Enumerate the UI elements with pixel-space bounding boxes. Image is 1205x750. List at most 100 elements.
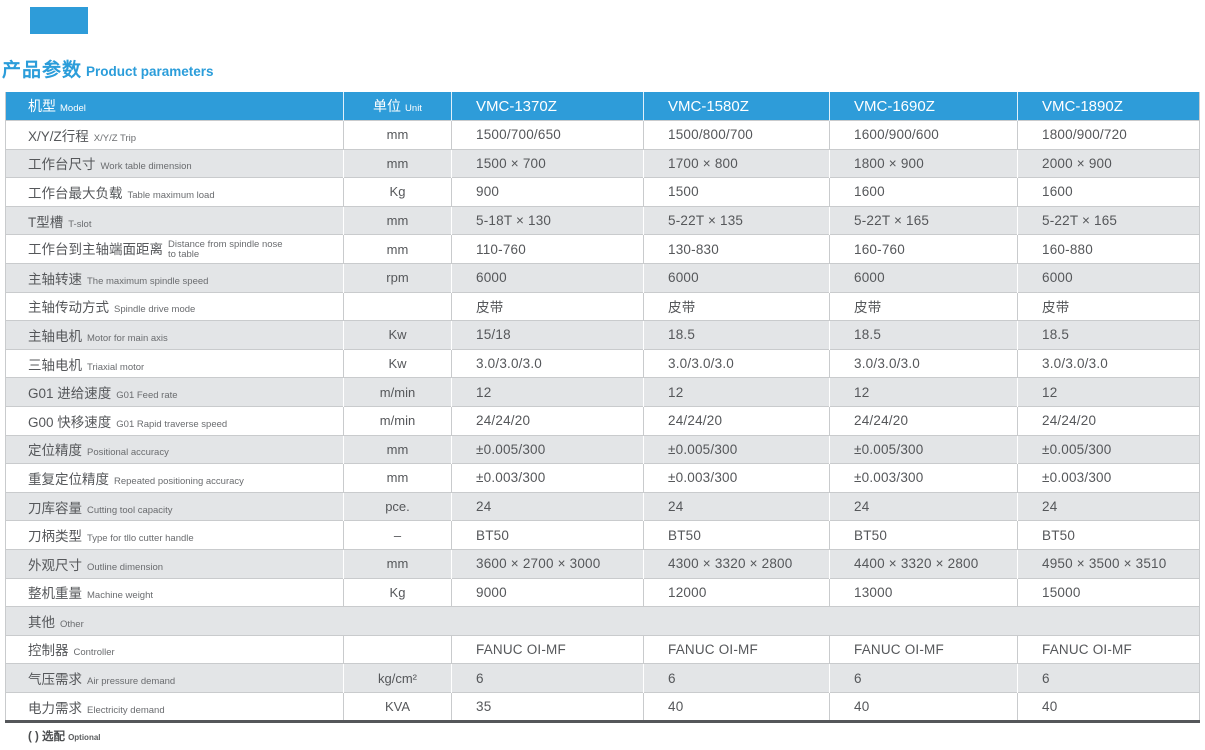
value-cell-VMC-1580Z: 皮带 bbox=[643, 291, 830, 321]
value-cell-VMC-1890Z: 1600 bbox=[1017, 177, 1200, 207]
param-name-en: G01 Rapid traverse speed bbox=[116, 418, 228, 430]
param-name-zh: G01 进给速度 bbox=[28, 386, 112, 402]
param-name-zh: T型槽 bbox=[28, 214, 64, 230]
header-model-2: VMC-1580Z bbox=[643, 92, 830, 121]
param-name-zh: 其他 bbox=[28, 614, 55, 630]
value-cell-VMC-1890Z: BT50 bbox=[1017, 520, 1200, 550]
param-name-en: The maximum spindle speed bbox=[87, 275, 209, 287]
param-name-en: Electricity demand bbox=[87, 704, 165, 716]
value-cell-VMC-1370Z: 24 bbox=[451, 491, 644, 521]
header-model-en: Model bbox=[60, 103, 86, 114]
param-name-zh: G00 快移速度 bbox=[28, 414, 112, 430]
value-cell-VMC-1690Z: ±0.003/300 bbox=[829, 463, 1018, 493]
table-row: 工作台最大负载 Table maximum load Kg 900 1500 1600 16… bbox=[5, 177, 1200, 207]
param-name-zh: 整机重量 bbox=[28, 586, 82, 602]
value-cell-VMC-1580Z: 130-830 bbox=[643, 234, 830, 264]
param-name-zh: 工作台到主轴端面距离 bbox=[28, 241, 163, 257]
table-row: X/Y/Z行程 X/Y/Z Trip mm 1500/700/650 1500/800/… bbox=[5, 120, 1200, 150]
value-cell-VMC-1370Z: 3600 × 2700 × 3000 bbox=[451, 548, 644, 578]
header-model-4: VMC-1890Z bbox=[1017, 92, 1200, 121]
param-name-zh: 工作台尺寸 bbox=[28, 157, 96, 173]
param-cell: 定位精度 Positional accuracy bbox=[5, 434, 344, 464]
param-cell: 刀库容量 Cutting tool capacity bbox=[5, 491, 344, 521]
value-cell-VMC-1890Z: ±0.003/300 bbox=[1017, 463, 1200, 493]
unit-cell: Kw bbox=[343, 348, 452, 378]
value-cell-VMC-1370Z: 15/18 bbox=[451, 320, 644, 350]
param-cell: X/Y/Z行程 X/Y/Z Trip bbox=[5, 120, 344, 150]
value-cell-VMC-1890Z: 24/24/20 bbox=[1017, 405, 1200, 436]
value-cell-VMC-1580Z: 6 bbox=[643, 663, 830, 693]
param-name-zh: 三轴电机 bbox=[28, 357, 82, 373]
value-cell-VMC-1890Z: 12 bbox=[1017, 377, 1200, 407]
value-cell-VMC-1690Z: 3.0/3.0/3.0 bbox=[829, 348, 1018, 378]
page-corner-marker bbox=[30, 7, 88, 34]
value-cell-VMC-1370Z: 6 bbox=[451, 663, 644, 693]
table-header-row: 机型 Model 单位 Unit VMC-1370Z VMC-1580Z VMC-169… bbox=[5, 92, 1200, 121]
value-cell-VMC-1690Z: 6000 bbox=[829, 262, 1018, 293]
header-unit: 单位 Unit bbox=[343, 92, 452, 121]
table-row: 主轴电机 Motor for main axis Kw 15/18 18.5 18.5 18… bbox=[5, 320, 1200, 350]
value-cell-VMC-1370Z: 6000 bbox=[451, 262, 644, 293]
value-cell-VMC-1370Z: 1500/700/650 bbox=[451, 120, 644, 150]
page-title-en: Product parameters bbox=[86, 64, 214, 79]
value-cell-VMC-1690Z: 5-22T × 165 bbox=[829, 205, 1018, 235]
value-cell-VMC-1690Z: ±0.005/300 bbox=[829, 434, 1018, 464]
value-cell-VMC-1690Z: 24 bbox=[829, 491, 1018, 521]
value-cell-VMC-1690Z: 12 bbox=[829, 377, 1018, 407]
value-cell-VMC-1370Z: 35 bbox=[451, 691, 644, 722]
value-cell-VMC-1580Z: 1700 × 800 bbox=[643, 148, 830, 178]
footnote: ( ) 选配 Optional bbox=[28, 727, 101, 745]
unit-cell: mm bbox=[343, 148, 452, 178]
value-cell-VMC-1370Z: ±0.005/300 bbox=[451, 434, 644, 464]
value-cell-VMC-1890Z: 4950 × 3500 × 3510 bbox=[1017, 548, 1200, 578]
value-cell-VMC-1370Z: 1500 × 700 bbox=[451, 148, 644, 178]
value-cell-VMC-1580Z: 18.5 bbox=[643, 320, 830, 350]
param-name-en: Table maximum load bbox=[127, 189, 215, 201]
param-cell: 主轴转速 The maximum spindle speed bbox=[5, 262, 344, 293]
param-cell: 工作台最大负载 Table maximum load bbox=[5, 177, 344, 207]
unit-cell: Kg bbox=[343, 177, 452, 207]
unit-cell: rpm bbox=[343, 262, 452, 293]
value-cell-VMC-1370Z: 110-760 bbox=[451, 234, 644, 264]
value-cell-VMC-1890Z: 18.5 bbox=[1017, 320, 1200, 350]
value-cell-VMC-1580Z: ±0.005/300 bbox=[643, 434, 830, 464]
table-row: 电力需求 Electricity demand KVA 35 40 40 40 bbox=[5, 691, 1200, 722]
value-cell-VMC-1890Z: ±0.005/300 bbox=[1017, 434, 1200, 464]
section-label-cell: 其他 Other bbox=[5, 606, 1200, 636]
value-cell-VMC-1690Z: 1600/900/600 bbox=[829, 120, 1018, 150]
table-row: 控制器 Controller FANUC OI-MF FANUC OI-MF FANUC… bbox=[5, 634, 1200, 664]
value-cell-VMC-1690Z: 皮带 bbox=[829, 291, 1018, 321]
unit-cell: mm bbox=[343, 120, 452, 150]
product-parameters-table: 机型 Model 单位 Unit VMC-1370Z VMC-1580Z VMC-169… bbox=[5, 92, 1200, 724]
table-row: T型槽 T-slot mm 5-18T × 130 5-22T × 135 5-22T ×… bbox=[5, 205, 1200, 235]
value-cell-VMC-1370Z: ±0.003/300 bbox=[451, 463, 644, 493]
value-cell-VMC-1580Z: FANUC OI-MF bbox=[643, 634, 830, 664]
table-row: 外观尺寸 Outline dimension mm 3600 × 2700 × 300… bbox=[5, 548, 1200, 578]
param-name-zh: 主轴电机 bbox=[28, 328, 82, 344]
value-cell-VMC-1580Z: 12 bbox=[643, 377, 830, 407]
table-row: G01 进给速度 G01 Feed rate m/min 12 12 12 12 bbox=[5, 377, 1200, 407]
unit-cell bbox=[343, 291, 452, 321]
unit-cell: – bbox=[343, 520, 452, 550]
value-cell-VMC-1580Z: 1500 bbox=[643, 177, 830, 207]
value-cell-VMC-1580Z: 40 bbox=[643, 691, 830, 722]
value-cell-VMC-1890Z: 6000 bbox=[1017, 262, 1200, 293]
value-cell-VMC-1580Z: 6000 bbox=[643, 262, 830, 293]
value-cell-VMC-1890Z: 1800/900/720 bbox=[1017, 120, 1200, 150]
unit-cell: kg/cm² bbox=[343, 663, 452, 693]
header-unit-en: Unit bbox=[405, 103, 422, 114]
table-row: G00 快移速度 G01 Rapid traverse speed m/min 24/… bbox=[5, 405, 1200, 436]
value-cell-VMC-1890Z: 15000 bbox=[1017, 577, 1200, 607]
value-cell-VMC-1370Z: BT50 bbox=[451, 520, 644, 550]
value-cell-VMC-1690Z: 13000 bbox=[829, 577, 1018, 607]
value-cell-VMC-1690Z: FANUC OI-MF bbox=[829, 634, 1018, 664]
param-name-en: Repeated positioning accuracy bbox=[114, 475, 244, 487]
section-row: 其他 Other bbox=[5, 606, 1200, 636]
param-cell: 外观尺寸 Outline dimension bbox=[5, 548, 344, 578]
unit-cell: mm bbox=[343, 234, 452, 264]
param-name-zh: 重复定位精度 bbox=[28, 471, 109, 487]
value-cell-VMC-1690Z: 24/24/20 bbox=[829, 405, 1018, 436]
param-name-en: Spindle drive mode bbox=[114, 304, 196, 316]
table-row: 三轴电机 Triaxial motor Kw 3.0/3.0/3.0 3.0/3.0/3… bbox=[5, 348, 1200, 378]
unit-cell bbox=[343, 634, 452, 664]
